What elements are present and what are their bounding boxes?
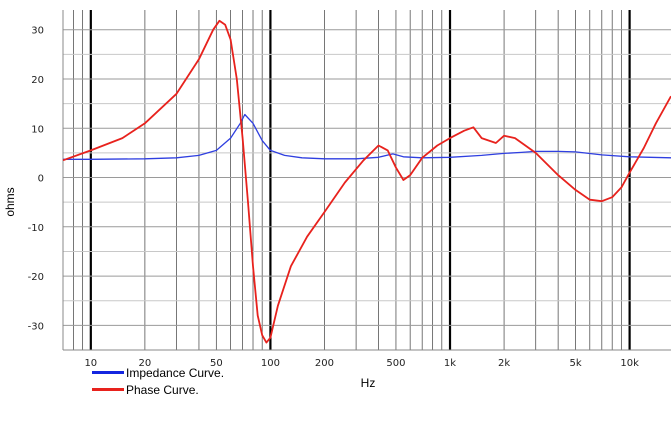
y-tick-label: 10 [31, 124, 44, 135]
grid [62, 10, 671, 351]
y-tick-label: 0 [38, 174, 44, 185]
x-tick-label: 100 [261, 358, 280, 369]
x-tick-label: 5k [569, 358, 581, 369]
legend-item-phase: Phase Curve. [92, 381, 224, 398]
x-tick-label: 20 [139, 358, 152, 369]
legend-swatch-impedance [92, 371, 124, 374]
y-tick-label: -20 [28, 272, 44, 283]
x-tick-label: 50 [210, 358, 223, 369]
x-tick-labels: 10 20 50 100 200 500 1k 2k 5k 10k [84, 358, 639, 369]
y-tick-label: 20 [31, 75, 44, 86]
y-tick-label: 30 [31, 26, 44, 37]
legend-item-impedance: Impedance Curve. [92, 364, 224, 381]
x-tick-label: 2k [498, 358, 510, 369]
series-lines [62, 19, 671, 344]
x-tick-label: 10 [84, 358, 97, 369]
x-tick-label: 10k [620, 358, 639, 369]
legend-swatch-phase [92, 388, 124, 391]
legend: Impedance Curve. Phase Curve. [92, 364, 224, 398]
y-tick-labels: 30 20 10 0 -10 -20 -30 [28, 26, 44, 333]
impedance-curve [63, 113, 671, 160]
x-tick-label: 500 [386, 358, 405, 369]
legend-label-impedance: Impedance Curve. [126, 365, 225, 380]
y-axis-label: ohms [3, 187, 17, 216]
y-tick-label: -10 [28, 223, 44, 234]
y-tick-label: -30 [28, 321, 44, 332]
x-axis-label: Hz [361, 376, 376, 390]
x-tick-label: 200 [315, 358, 334, 369]
x-tick-label: 1k [444, 358, 456, 369]
legend-label-phase: Phase Curve. [126, 382, 199, 397]
phase-curve [62, 19, 671, 344]
